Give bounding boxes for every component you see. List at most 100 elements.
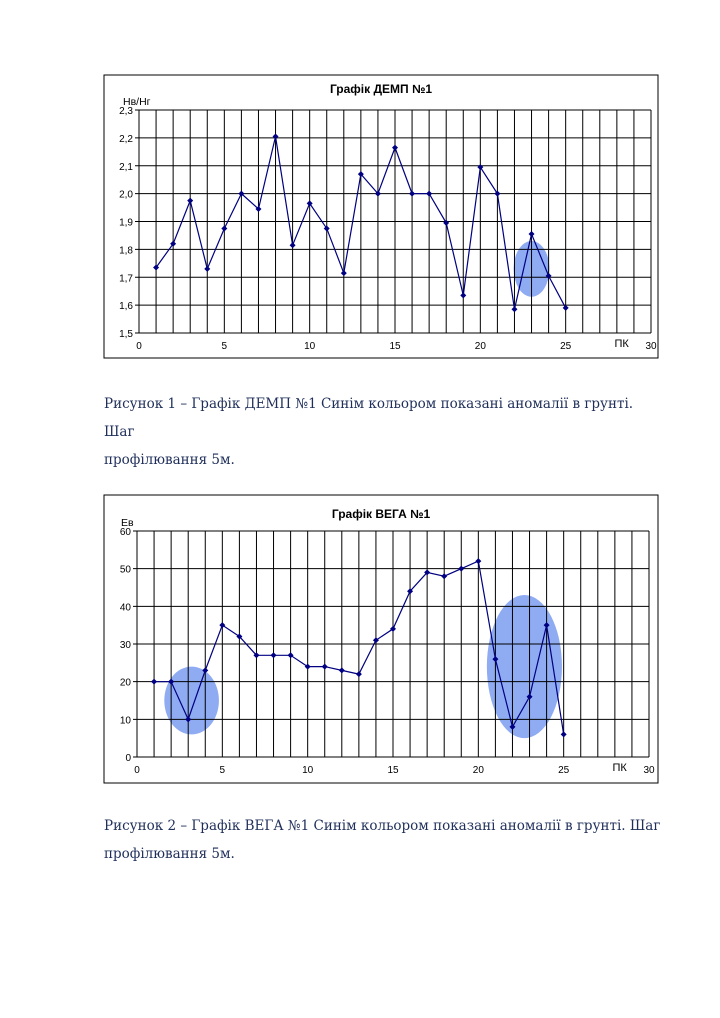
y-tick-label: 10	[120, 715, 132, 726]
caption-figure-1: Рисунок 1 – Графік ДЕМП №1 Синім кольоро…	[104, 390, 664, 474]
x-tick-label: 0	[136, 341, 142, 352]
x-tick-label: 5	[220, 765, 226, 776]
chart-1: Графік ВЕГА №1 0 10 20 30 40 50 60 0 5 10 15 20 25 30 Е…	[103, 494, 659, 784]
data-point	[253, 652, 260, 659]
x-tick-label: 20	[473, 765, 485, 776]
y-tick-label: 1,8	[119, 245, 133, 256]
data-point	[409, 190, 416, 197]
x-tick-label: 25	[558, 765, 570, 776]
data-point	[477, 164, 484, 171]
chart-title: Графік ДЕМП №1	[330, 82, 432, 96]
y-tick-label: 1,9	[119, 218, 133, 229]
data-point	[270, 652, 277, 659]
y-tick-label: 2,1	[119, 162, 133, 173]
chart-title: Графік ВЕГА №1	[332, 507, 431, 521]
x-tick-label: 15	[387, 765, 399, 776]
data-point	[202, 667, 209, 674]
y-tick-label: 60	[120, 527, 132, 538]
y-axis-label: Ев	[121, 517, 134, 529]
data-point	[355, 671, 362, 678]
data-point	[306, 200, 313, 207]
data-point	[151, 678, 158, 685]
data-point	[338, 667, 345, 674]
y-tick-label: 1,7	[119, 273, 133, 284]
x-axis-label: ПК	[614, 338, 629, 350]
caption-line-1: Рисунок 1 – Графік ДЕМП №1 Синім кольоро…	[104, 396, 634, 440]
data-point	[441, 573, 448, 580]
chart-frame	[103, 494, 659, 784]
x-tick-label: 10	[304, 341, 316, 352]
chart-frame	[103, 74, 659, 359]
data-point	[289, 242, 296, 249]
data-point	[475, 558, 482, 565]
chart-0: Графік ДЕМП №1 1,5 1,6 1,7 1,8 1,9 2,0 2,1 2,2 2,…	[103, 74, 659, 359]
y-tick-label: 2,2	[119, 134, 133, 145]
data-point	[407, 588, 414, 595]
data-point	[321, 663, 328, 670]
data-point	[426, 190, 433, 197]
data-point	[492, 656, 499, 663]
y-tick-label: 20	[120, 678, 132, 689]
data-point	[460, 292, 467, 299]
data-point	[170, 240, 177, 247]
data-point	[168, 678, 175, 685]
data-point	[374, 190, 381, 197]
anomaly-ellipse	[486, 595, 562, 739]
anomaly-ellipse	[164, 666, 219, 735]
data-point	[236, 633, 243, 640]
data-point	[545, 272, 552, 279]
x-axis-label: ПК	[612, 762, 627, 774]
data-point	[153, 264, 160, 271]
data-point	[340, 270, 347, 277]
data-point	[187, 197, 194, 204]
data-point	[323, 225, 330, 232]
data-point	[528, 231, 535, 238]
data-point	[390, 625, 396, 632]
data-point	[221, 225, 228, 232]
caption-figure-2: Рисунок 2 – Графік ВЕГА №1 Синім кольоро…	[104, 812, 664, 868]
x-tick-label: 0	[134, 765, 140, 776]
x-tick-label: 25	[560, 341, 572, 352]
data-point	[304, 663, 311, 670]
caption-line-2: профілювання 5м.	[104, 846, 235, 862]
data-point	[511, 306, 518, 313]
y-tick-label: 2,0	[119, 190, 133, 201]
x-tick-label: 30	[643, 765, 655, 776]
x-tick-label: 30	[645, 341, 657, 352]
x-tick-label: 5	[222, 341, 228, 352]
data-point	[287, 652, 294, 659]
data-point	[372, 637, 379, 644]
data-point	[255, 205, 262, 212]
data-point	[560, 731, 567, 738]
data-point	[526, 693, 533, 700]
caption-line-2: профілювання 5м.	[104, 452, 235, 468]
data-point	[458, 565, 465, 572]
data-point	[272, 133, 279, 140]
y-tick-label: 50	[120, 565, 132, 576]
data-point	[562, 304, 569, 311]
x-tick-label: 20	[475, 341, 487, 352]
data-point	[424, 569, 431, 576]
y-axis-label: Нв/Нг	[123, 96, 151, 108]
x-tick-label: 10	[302, 765, 314, 776]
data-point	[509, 723, 516, 730]
caption-line-1: Рисунок 2 – Графік ВЕГА №1 Синім кольоро…	[104, 818, 661, 834]
y-tick-label: 2,3	[119, 106, 133, 117]
y-tick-label: 30	[120, 640, 132, 651]
data-point	[204, 265, 211, 272]
y-tick-label: 40	[120, 602, 132, 613]
data-point	[543, 622, 550, 629]
y-tick-label: 1,6	[119, 301, 133, 312]
data-point	[392, 144, 398, 151]
data-point	[185, 716, 192, 723]
y-tick-label: 0	[125, 753, 131, 764]
data-point	[238, 190, 245, 197]
x-tick-label: 15	[389, 341, 401, 352]
data-point	[357, 171, 364, 178]
data-point	[219, 622, 226, 629]
data-point	[443, 219, 450, 226]
y-tick-label: 1,5	[119, 329, 133, 340]
data-point	[494, 190, 501, 197]
